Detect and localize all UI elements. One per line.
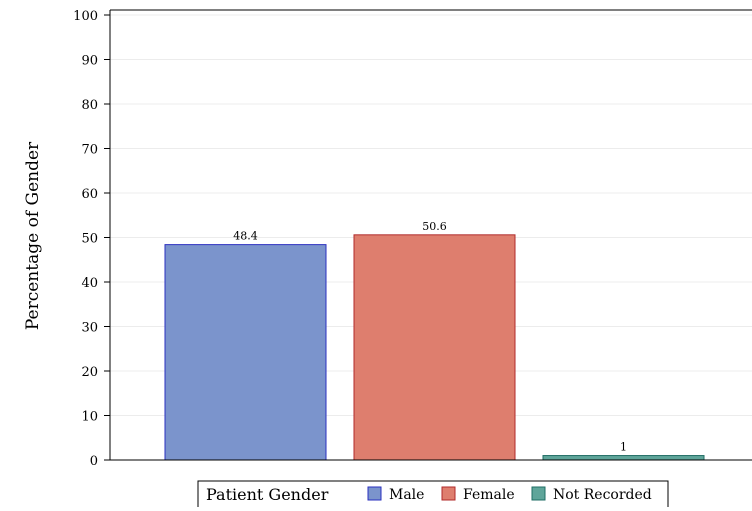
y-tick-label: 30 (81, 321, 98, 336)
y-tick-label: 50 (81, 232, 98, 247)
legend-frame (197, 480, 669, 511)
bar-male (164, 244, 327, 461)
axes (109, 9, 752, 461)
y-tick-label: 20 (81, 365, 98, 380)
data-label: 50.6 (422, 220, 447, 233)
y-axis-label: Percentage of Gender (23, 141, 43, 330)
bar-not-recorded (542, 455, 705, 461)
y-tick-label: 100 (73, 9, 98, 24)
data-labels: 48.4 50.6 1 (233, 220, 627, 454)
y-ticks: 0 10 20 30 40 50 60 70 80 90 100 (73, 9, 110, 469)
legend: Patient Gender Male Female Not Recorded (197, 480, 669, 511)
y-tick-label: 90 (81, 54, 98, 69)
legend-title: Patient Gender (206, 485, 329, 504)
y-tick-label: 0 (90, 454, 98, 469)
y-tick-label: 60 (81, 187, 98, 202)
legend-label: Female (463, 487, 515, 503)
legend-swatch (367, 486, 382, 501)
legend-label: Male (389, 487, 424, 503)
y-tick-label: 80 (81, 98, 98, 113)
data-label: 1 (620, 441, 627, 454)
legend-swatch (531, 486, 546, 501)
data-label: 48.4 (233, 230, 258, 243)
bars (164, 234, 705, 461)
legend-swatch (441, 486, 456, 501)
bar-female (353, 234, 516, 461)
y-tick-label: 10 (81, 410, 98, 425)
y-tick-label: 40 (81, 276, 98, 291)
y-tick-label: 70 (81, 143, 98, 158)
legend-label: Not Recorded (553, 487, 652, 503)
